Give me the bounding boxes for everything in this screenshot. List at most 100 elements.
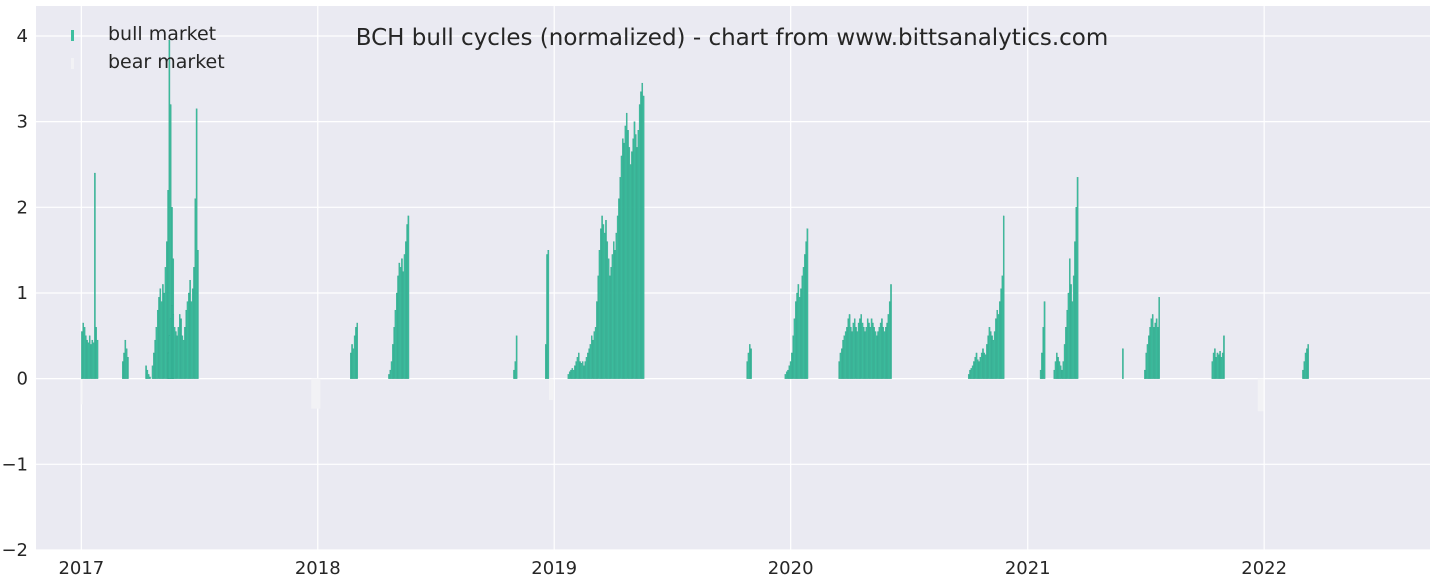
- bull-bar: [171, 305, 173, 379]
- bull-bar: [881, 318, 883, 379]
- bull-bar: [846, 327, 848, 379]
- bull-bar: [1039, 369, 1042, 379]
- bull-bar: [1212, 352, 1215, 379]
- bull-bar: [869, 327, 872, 379]
- bull-bar: [887, 314, 890, 379]
- bull-bar: [169, 318, 172, 379]
- bull-bar: [173, 327, 176, 379]
- bull-bar: [594, 327, 597, 379]
- bull-bar: [970, 368, 973, 379]
- bull-bar: [156, 309, 159, 379]
- bull-bar: [876, 335, 878, 379]
- bull-bar: [177, 327, 180, 379]
- bull-bar: [164, 267, 167, 379]
- bull-market-series: [81, 40, 1309, 379]
- bull-bar: [163, 292, 165, 379]
- bull-bar: [853, 318, 856, 379]
- bull-bar: [638, 104, 641, 379]
- bull-bar: [1215, 357, 1217, 379]
- bull-bar: [572, 369, 575, 379]
- bear-bar: [1257, 378, 1264, 412]
- bull-bar: [514, 361, 517, 379]
- bull-bar: [1220, 357, 1223, 379]
- bull-bar: [546, 254, 548, 379]
- bull-bar: [986, 344, 988, 379]
- bear-bar: [81, 378, 83, 405]
- bull-bar: [1065, 327, 1067, 379]
- bull-bar: [407, 215, 410, 379]
- bull-bar: [398, 262, 401, 379]
- bull-bar: [154, 339, 156, 379]
- bull-bar: [802, 267, 805, 379]
- bull-bar: [181, 335, 184, 379]
- bull-bar: [841, 348, 843, 379]
- bull-bar: [195, 108, 198, 379]
- bull-bar: [1071, 301, 1074, 379]
- bull-bar: [1058, 361, 1061, 379]
- bull-bar: [788, 365, 791, 379]
- bull-bar: [197, 250, 199, 379]
- bull-bar: [355, 327, 357, 379]
- bull-bar: [977, 359, 979, 379]
- bull-bar: [842, 339, 844, 379]
- x-gridlines: [80, 6, 1265, 550]
- bull-bar: [967, 374, 970, 379]
- bull-bar: [995, 318, 997, 379]
- bull-bar: [870, 318, 873, 379]
- bull-bar: [401, 258, 403, 379]
- bull-bar: [1218, 354, 1220, 379]
- bull-bar: [861, 322, 864, 379]
- bull-bar: [888, 301, 891, 379]
- bull-bar: [983, 352, 986, 379]
- bull-bar: [749, 344, 751, 379]
- bull-bar: [151, 365, 154, 379]
- bull-bar: [632, 138, 634, 379]
- bull-bar: [547, 250, 550, 379]
- bull-bar: [353, 335, 356, 379]
- bull-bar: [172, 314, 175, 379]
- bull-bar: [886, 322, 888, 379]
- bull-bar: [797, 284, 800, 379]
- bull-bar: [641, 82, 644, 379]
- bull-bar: [392, 344, 394, 379]
- bull-bar: [403, 254, 406, 379]
- bull-bar: [795, 301, 797, 379]
- bull-bar: [787, 369, 789, 379]
- bull-bar: [874, 331, 877, 379]
- bull-bar: [847, 318, 850, 379]
- x-tick-label: 2020: [768, 558, 814, 579]
- bull-bar: [1122, 348, 1124, 379]
- bull-bar: [611, 254, 614, 379]
- bull-bar: [95, 327, 97, 379]
- bull-bar: [1157, 327, 1159, 379]
- bull-bar: [804, 254, 806, 379]
- y-tick-label: 4: [17, 26, 28, 47]
- bull-bar: [1043, 301, 1046, 379]
- bull-bar: [640, 91, 642, 379]
- bull-bar: [1146, 344, 1149, 379]
- bull-bar: [865, 327, 868, 379]
- bull-bar: [625, 112, 628, 379]
- bull-bar: [583, 365, 585, 379]
- bear-bar: [549, 378, 553, 401]
- bull-bar: [576, 357, 579, 379]
- bull-bar: [544, 344, 547, 379]
- bull-bar: [186, 301, 189, 379]
- bull-bar: [1151, 314, 1154, 379]
- bull-bar: [1153, 327, 1155, 379]
- bull-bar: [356, 322, 358, 379]
- bull-bar: [1158, 297, 1160, 379]
- bull-bar: [160, 301, 163, 379]
- bull-bar: [864, 331, 866, 379]
- bull-bar: [974, 357, 976, 379]
- bull-bar: [598, 250, 601, 379]
- bull-bar: [81, 331, 83, 379]
- bull-bar: [973, 361, 975, 379]
- bull-bar: [402, 271, 404, 379]
- bull-bar: [1223, 335, 1225, 379]
- bull-bar: [857, 322, 860, 379]
- bull-bar: [607, 258, 610, 379]
- bull-bar: [873, 327, 875, 379]
- bull-bar: [629, 164, 632, 379]
